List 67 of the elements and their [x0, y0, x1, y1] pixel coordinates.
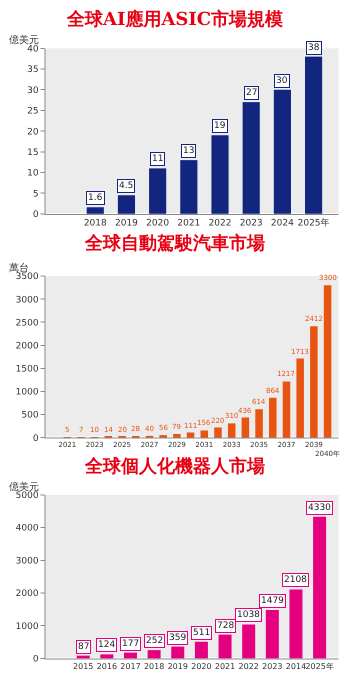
x-tick-label: 2021 — [177, 218, 200, 229]
y-tick-label: 3000 — [16, 556, 39, 566]
x-tick-label: 2019 — [115, 218, 138, 229]
y-tick-label: 40 — [27, 44, 39, 54]
x-tick-label: 2023 — [262, 662, 283, 672]
x-tick-label: 2020 — [146, 218, 170, 229]
data-label: 511 — [193, 628, 210, 638]
y-tick-label: 30 — [27, 86, 39, 96]
y-tick-label: 20 — [27, 127, 39, 138]
y-tick-label: 2000 — [16, 589, 39, 600]
y-tick-label: 1500 — [16, 364, 39, 375]
data-label: 27 — [246, 88, 258, 98]
x-tick-label: 2016 — [96, 662, 118, 672]
y-tick-label: 2000 — [16, 341, 39, 352]
data-label: 30 — [276, 76, 288, 86]
data-label: 19 — [214, 121, 226, 131]
y-tick-label: 10 — [27, 168, 39, 179]
y-tick-label: 4000 — [16, 524, 39, 534]
data-label: 4.5 — [119, 181, 134, 191]
data-label: 4330 — [308, 503, 332, 513]
x-tick-label: 2018 — [84, 218, 107, 229]
x-tick-label: 2023 — [240, 218, 263, 229]
y-tick-label: 35 — [27, 65, 39, 76]
data-label: 11 — [152, 154, 164, 164]
y-tick-label: 0 — [32, 210, 39, 220]
data-label: 1479 — [261, 596, 284, 606]
y-tick-label: 1000 — [16, 622, 39, 632]
x-tick-label: 2025年 — [305, 662, 334, 672]
x-tick-label: 2021 — [214, 662, 236, 672]
y-tick-label: 1000 — [16, 388, 39, 398]
x-tick-label: 2020 — [191, 662, 212, 672]
y-tick-label: 0 — [32, 434, 39, 444]
x-tick-label: 2018 — [144, 662, 164, 672]
data-label: 177 — [122, 639, 140, 649]
data-label: 1038 — [237, 610, 260, 620]
x-tick-label: 2022 — [238, 662, 259, 672]
x-tick-label: 2017 — [120, 662, 141, 672]
y-axis-title: 億美元 — [9, 481, 39, 493]
data-label: 124 — [98, 640, 116, 650]
data-label: 2108 — [284, 575, 308, 585]
y-tick-label: 25 — [27, 106, 39, 117]
data-label: 87 — [78, 642, 90, 652]
chart-title: 全球個人化機器人市場 — [84, 456, 265, 477]
x-tick-label: 2022 — [208, 218, 232, 229]
y-tick-label: 15 — [27, 148, 39, 158]
data-label: 252 — [146, 636, 164, 646]
y-axis-title: 萬台 — [9, 262, 29, 274]
y-axis-title: 億美元 — [9, 34, 39, 46]
x-tick-label: 2024 — [270, 218, 294, 229]
x-tick-label: 2019 — [168, 662, 188, 672]
y-tick-label: 5 — [32, 189, 39, 200]
y-tick-label: 3500 — [16, 272, 39, 282]
chart-title: 全球AI應用ASIC市場規模 — [66, 9, 284, 30]
y-tick-label: 5000 — [16, 490, 39, 501]
data-label: 1.6 — [88, 193, 103, 203]
y-tick-label: 500 — [21, 410, 39, 421]
data-label: 13 — [183, 146, 194, 156]
y-tick-label: 2500 — [16, 318, 39, 328]
data-label: 38 — [308, 43, 320, 53]
data-label: 359 — [169, 633, 186, 643]
x-tick-label: 2014 — [286, 662, 306, 672]
chart-title: 全球自動駕駛汽車市場 — [84, 233, 265, 254]
data-label: 728 — [217, 621, 234, 631]
x-tick-label: 2025年 — [298, 218, 330, 229]
y-tick-label: 0 — [32, 654, 39, 665]
y-tick-label: 3000 — [16, 295, 39, 306]
x-tick-label: 2015 — [73, 662, 94, 672]
